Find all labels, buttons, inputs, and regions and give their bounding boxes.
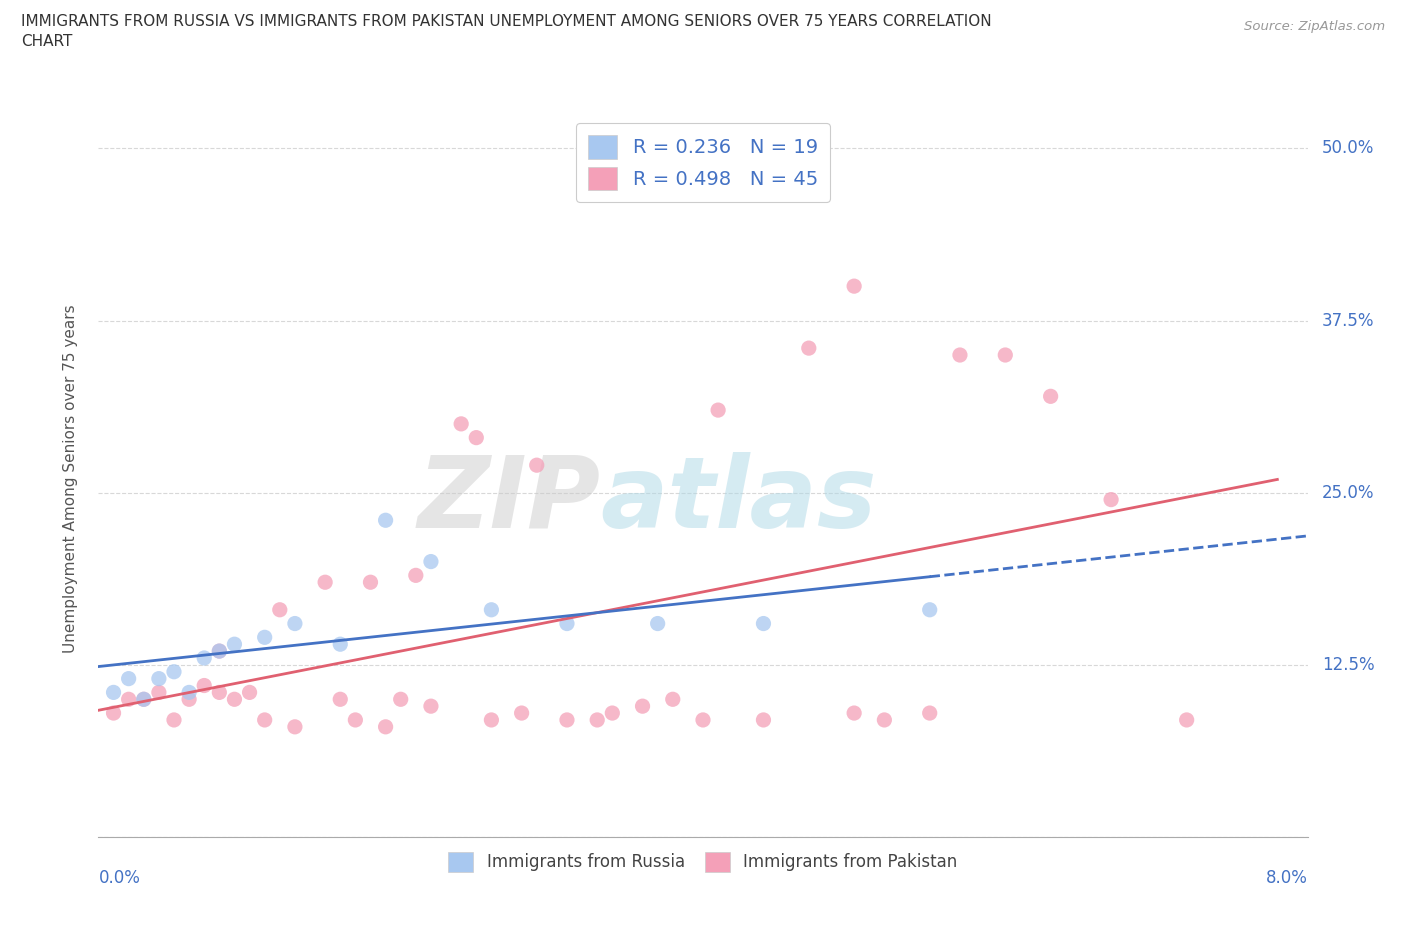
Point — [1099, 492, 1122, 507]
Point — [193, 678, 215, 693]
Text: 50.0%: 50.0% — [1322, 140, 1375, 157]
Text: 12.5%: 12.5% — [1322, 656, 1375, 674]
Text: IMMIGRANTS FROM RUSSIA VS IMMIGRANTS FROM PAKISTAN UNEMPLOYMENT AMONG SENIORS OV: IMMIGRANTS FROM RUSSIA VS IMMIGRANTS FRO… — [21, 14, 991, 29]
Text: 0.0%: 0.0% — [98, 870, 141, 887]
Y-axis label: Unemployment Among Seniors over 75 years: Unemployment Among Seniors over 75 years — [63, 305, 77, 653]
Point — [586, 712, 609, 727]
Point — [193, 651, 215, 666]
Text: CHART: CHART — [21, 34, 73, 49]
Point — [631, 698, 654, 713]
Point — [510, 706, 533, 721]
Text: atlas: atlas — [600, 452, 877, 549]
Point — [707, 403, 730, 418]
Point — [208, 644, 231, 658]
Point — [148, 685, 170, 700]
Point — [208, 685, 231, 700]
Point — [873, 712, 896, 727]
Text: Source: ZipAtlas.com: Source: ZipAtlas.com — [1244, 20, 1385, 33]
Point — [481, 712, 503, 727]
Text: 25.0%: 25.0% — [1322, 484, 1375, 501]
Point — [555, 616, 578, 631]
Point — [405, 568, 427, 583]
Point — [179, 685, 201, 700]
Point — [374, 720, 396, 735]
Point — [329, 692, 352, 707]
Point — [949, 348, 972, 363]
Point — [103, 685, 125, 700]
Point — [269, 603, 291, 618]
Point — [752, 616, 775, 631]
Point — [661, 692, 683, 707]
Legend: Immigrants from Russia, Immigrants from Pakistan: Immigrants from Russia, Immigrants from … — [441, 845, 965, 879]
Point — [118, 692, 141, 707]
Point — [844, 706, 866, 721]
Point — [314, 575, 336, 590]
Point — [253, 712, 276, 727]
Point — [132, 692, 155, 707]
Point — [420, 554, 443, 569]
Point — [239, 685, 262, 700]
Point — [163, 664, 186, 679]
Point — [481, 603, 503, 618]
Point — [374, 512, 396, 527]
Point — [918, 603, 941, 618]
Point — [163, 712, 186, 727]
Point — [253, 630, 276, 644]
Point — [224, 637, 246, 652]
Point — [1175, 712, 1198, 727]
Point — [284, 616, 307, 631]
Point — [132, 692, 155, 707]
Point — [450, 417, 472, 432]
Point — [555, 712, 578, 727]
Point — [526, 458, 548, 472]
Point — [329, 637, 352, 652]
Point — [208, 644, 231, 658]
Text: 37.5%: 37.5% — [1322, 312, 1375, 329]
Point — [224, 692, 246, 707]
Point — [465, 431, 488, 445]
Point — [284, 720, 307, 735]
Point — [344, 712, 367, 727]
Point — [1039, 389, 1062, 404]
Point — [148, 671, 170, 686]
Point — [994, 348, 1017, 363]
Point — [179, 692, 201, 707]
Point — [692, 712, 714, 727]
Point — [844, 279, 866, 294]
Point — [602, 706, 624, 721]
Point — [360, 575, 382, 590]
Text: 8.0%: 8.0% — [1265, 870, 1308, 887]
Text: ZIP: ZIP — [418, 452, 600, 549]
Point — [918, 706, 941, 721]
Point — [118, 671, 141, 686]
Point — [389, 692, 412, 707]
Point — [103, 706, 125, 721]
Point — [647, 616, 669, 631]
Point — [797, 340, 820, 355]
Point — [420, 698, 443, 713]
Point — [752, 712, 775, 727]
